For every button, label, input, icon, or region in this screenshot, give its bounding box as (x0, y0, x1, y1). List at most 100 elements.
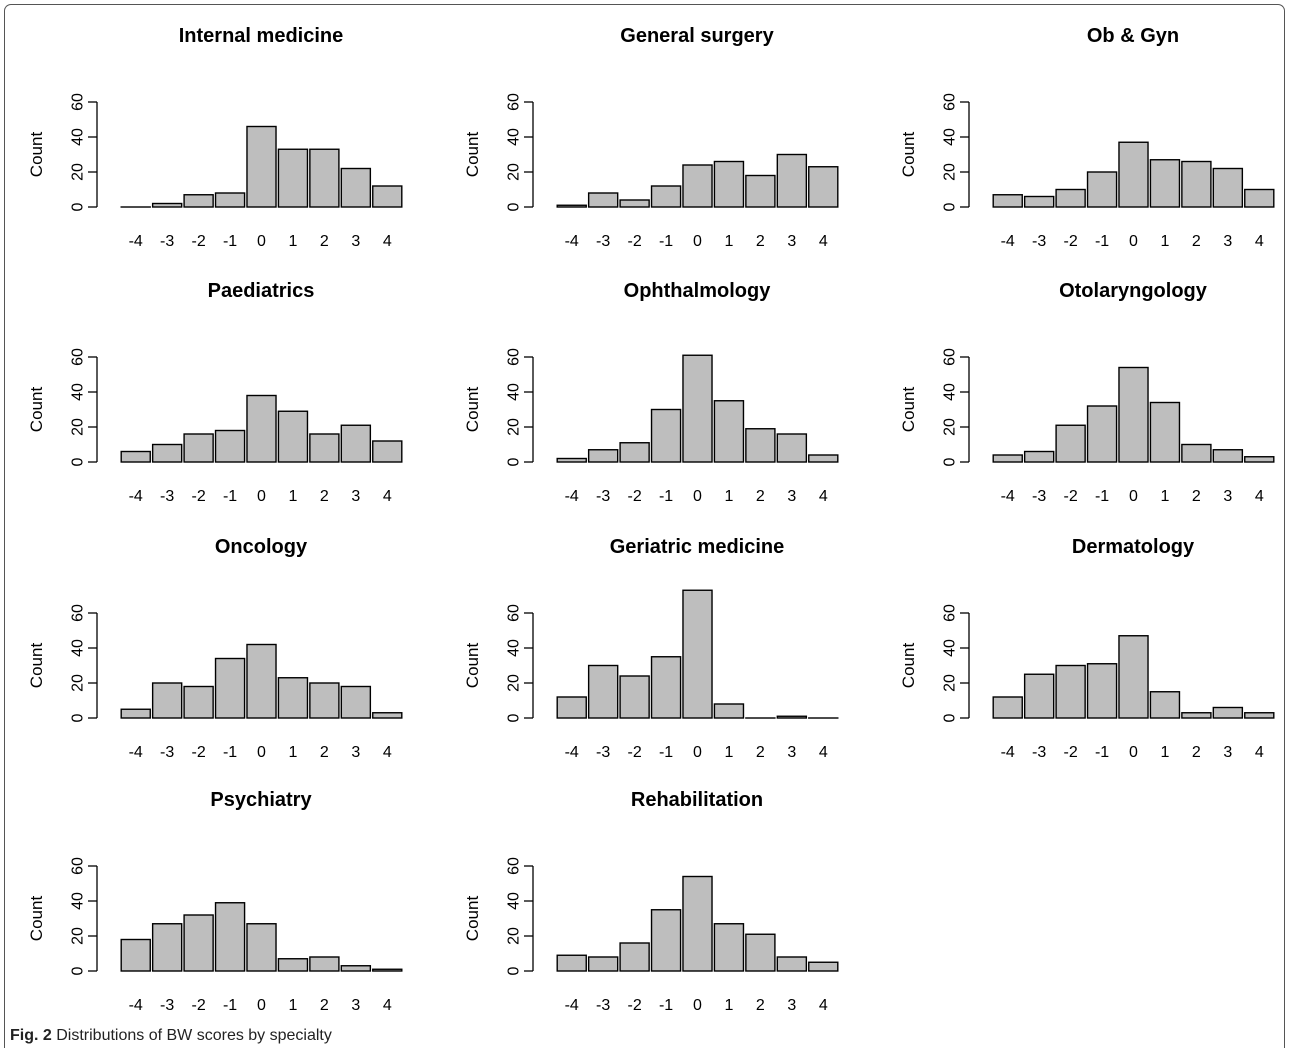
bar (121, 940, 150, 972)
bar (1150, 403, 1179, 463)
x-tick-label: 4 (383, 233, 392, 250)
bar (809, 455, 838, 462)
y-tick-label: 20 (70, 927, 87, 945)
y-tick-label: 60 (506, 93, 523, 111)
bar (153, 204, 182, 208)
x-tick-label: 0 (257, 488, 266, 505)
y-tick-label: 0 (942, 457, 959, 466)
bar (1056, 425, 1085, 462)
y-axis-label: Count (899, 643, 918, 689)
x-tick-label: 1 (288, 233, 297, 250)
bar (247, 924, 276, 971)
bar (557, 955, 586, 971)
bar (1025, 197, 1054, 208)
x-tick-label: 4 (819, 744, 828, 761)
bar (652, 910, 681, 971)
x-tick-label: -1 (659, 488, 673, 505)
bar (310, 683, 339, 718)
x-tick-label: 0 (1129, 744, 1138, 761)
chart-title: Psychiatry (210, 789, 312, 811)
y-axis-label: Count (27, 132, 46, 178)
x-tick-label: 2 (320, 233, 329, 250)
x-tick-label: 1 (1160, 488, 1169, 505)
x-tick-label: -3 (596, 744, 610, 761)
bar (1119, 636, 1148, 718)
chart-title: Dermatology (1072, 536, 1195, 558)
figure-caption: Fig. 2 Distributions of BW scores by spe… (10, 1027, 332, 1045)
bar (247, 396, 276, 463)
x-tick-label: -1 (659, 233, 673, 250)
bar (746, 429, 775, 462)
x-tick-label: -4 (129, 488, 143, 505)
x-tick-label: -2 (1063, 233, 1077, 250)
y-tick-label: 40 (70, 128, 87, 146)
x-tick-label: 2 (320, 997, 329, 1014)
y-tick-label: 40 (942, 639, 959, 657)
bar (153, 924, 182, 971)
chart-title: Otolaryngology (1059, 280, 1208, 302)
bar (121, 452, 150, 463)
bar (153, 683, 182, 718)
x-tick-label: 4 (383, 488, 392, 505)
bar (1182, 713, 1211, 718)
y-tick-label: 40 (942, 128, 959, 146)
x-tick-label: 3 (1223, 233, 1232, 250)
x-tick-label: 0 (257, 997, 266, 1014)
x-tick-label: 3 (787, 744, 796, 761)
y-tick-label: 20 (942, 418, 959, 436)
bar (683, 877, 712, 972)
x-tick-label: 1 (724, 997, 733, 1014)
x-tick-label: -3 (596, 233, 610, 250)
x-tick-label: -4 (565, 744, 579, 761)
bar (278, 678, 307, 718)
bar (1025, 674, 1054, 718)
bar (278, 411, 307, 462)
x-tick-label: -4 (1001, 488, 1015, 505)
bar (341, 966, 370, 971)
bar (1150, 160, 1179, 207)
x-tick-label: 0 (693, 744, 702, 761)
y-tick-label: 60 (70, 604, 87, 622)
bar (620, 200, 649, 207)
x-tick-label: 3 (1223, 744, 1232, 761)
bar (1119, 368, 1148, 463)
bar (589, 450, 618, 462)
x-tick-label: 3 (787, 233, 796, 250)
chart-panel: Rehabilitation Count 0 20 40 60 -4 -3 -2 -1 0 1 2 3 4 (463, 789, 838, 1014)
y-axis-label: Count (463, 387, 482, 433)
chart-title: Internal medicine (179, 25, 344, 47)
x-tick-label: -2 (1063, 744, 1077, 761)
bar (652, 657, 681, 718)
bar (683, 590, 712, 718)
y-tick-label: 40 (70, 383, 87, 401)
chart-panel: PaediatricsCount0204060-4 -3 -2 -1 0 1 2 3 4 (27, 280, 402, 505)
bar (121, 709, 150, 718)
y-axis-label: Count (463, 896, 482, 942)
bar (589, 193, 618, 207)
bar (373, 441, 402, 462)
x-tick-label: 3 (787, 997, 796, 1014)
x-tick-label: -1 (1095, 488, 1109, 505)
x-tick-label: 3 (787, 488, 796, 505)
y-tick-label: 20 (942, 163, 959, 181)
x-tick-label: -1 (659, 744, 673, 761)
y-tick-label: 40 (70, 639, 87, 657)
figure-caption-text: Distributions of BW scores by specialty (52, 1027, 332, 1044)
bar (1088, 406, 1117, 462)
y-tick-label: 40 (70, 892, 87, 910)
bar (777, 957, 806, 971)
x-tick-label: 3 (1223, 488, 1232, 505)
x-tick-label: -1 (223, 997, 237, 1014)
y-tick-label: 60 (506, 857, 523, 875)
x-tick-label: 3 (351, 997, 360, 1014)
x-tick-label: -4 (565, 997, 579, 1014)
y-tick-label: 40 (942, 383, 959, 401)
bar (184, 195, 213, 207)
y-tick-label: 60 (70, 93, 87, 111)
bar (1182, 162, 1211, 208)
chart-panel: OphthalmologyCount0204060-4 -3 -2 -1 0 1 2 3 4 (463, 280, 838, 505)
y-tick-label: 0 (942, 202, 959, 211)
x-tick-label: 1 (1160, 233, 1169, 250)
x-tick-label: -3 (160, 233, 174, 250)
